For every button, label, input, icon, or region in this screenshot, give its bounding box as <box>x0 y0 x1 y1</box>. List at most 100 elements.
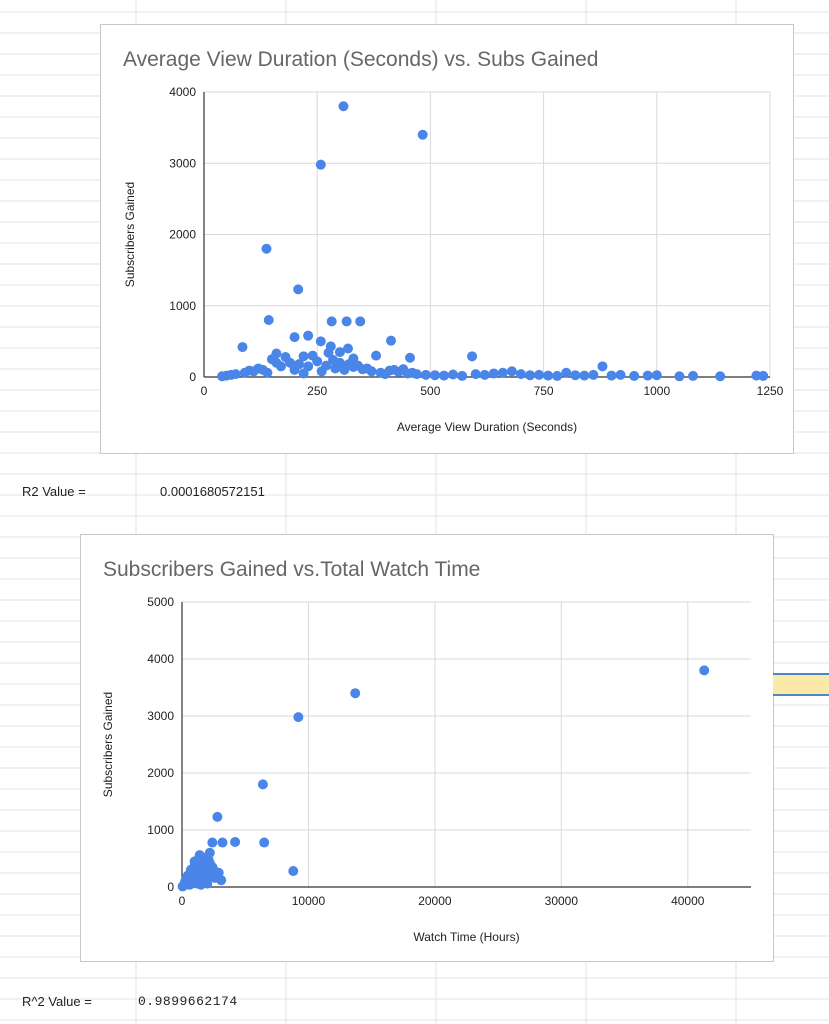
data-point[interactable] <box>293 284 304 295</box>
data-point[interactable] <box>615 369 626 380</box>
data-point[interactable] <box>217 837 228 848</box>
y-tick-label: 0 <box>189 370 196 384</box>
data-point[interactable] <box>334 347 345 358</box>
data-point[interactable] <box>326 316 337 327</box>
data-point[interactable] <box>420 369 431 380</box>
chart-subs-vs-watch-time[interactable]: Subscribers Gained vs.Total Watch Time 0 1… <box>80 534 774 962</box>
data-point[interactable] <box>642 370 653 381</box>
data-point[interactable] <box>261 243 272 254</box>
data-point[interactable] <box>312 356 323 367</box>
data-point[interactable] <box>715 371 726 382</box>
data-point[interactable] <box>380 369 391 380</box>
data-point[interactable] <box>561 367 572 378</box>
data-point[interactable] <box>248 366 259 377</box>
data-point[interactable] <box>606 370 617 381</box>
data-point[interactable] <box>271 357 282 368</box>
data-point[interactable] <box>389 364 400 375</box>
data-point[interactable] <box>211 870 222 881</box>
data-point[interactable] <box>579 370 590 381</box>
data-point[interactable] <box>448 369 459 380</box>
data-point[interactable] <box>371 350 382 361</box>
data-point[interactable] <box>289 332 300 343</box>
data-point[interactable] <box>350 688 361 699</box>
data-point[interactable] <box>515 369 526 380</box>
data-point[interactable] <box>674 371 685 382</box>
chart-view-duration-vs-subs[interactable]: Average View Duration (Seconds) vs. Subs… <box>100 24 794 454</box>
data-point[interactable] <box>457 370 468 381</box>
data-point[interactable] <box>262 367 273 378</box>
data-point[interactable] <box>405 352 416 363</box>
y-tick-label: 4000 <box>147 652 174 666</box>
data-point[interactable] <box>343 359 354 370</box>
data-point[interactable] <box>438 370 449 381</box>
data-point[interactable] <box>285 357 296 368</box>
data-point[interactable] <box>429 370 440 381</box>
data-point[interactable] <box>688 370 699 381</box>
data-point[interactable] <box>303 361 314 372</box>
data-point[interactable] <box>207 837 218 848</box>
data-point[interactable] <box>230 369 241 380</box>
y-tick-label: 2000 <box>169 228 196 242</box>
selected-cell[interactable] <box>773 673 829 696</box>
data-point[interactable] <box>467 351 478 362</box>
data-point[interactable] <box>237 342 248 353</box>
data-point[interactable] <box>488 368 499 379</box>
y-tick-label: 5000 <box>147 595 174 609</box>
data-point[interactable] <box>192 867 203 878</box>
data-point[interactable] <box>699 665 710 676</box>
data-point[interactable] <box>342 343 353 354</box>
data-point[interactable] <box>758 370 769 381</box>
data-point[interactable] <box>195 879 206 890</box>
data-point[interactable] <box>263 315 274 325</box>
data-point[interactable] <box>288 866 299 877</box>
data-point[interactable] <box>651 370 662 381</box>
data-point[interactable] <box>212 811 223 822</box>
data-point[interactable] <box>315 159 326 170</box>
x-tick-label: 30000 <box>545 894 579 908</box>
data-point[interactable] <box>323 347 334 358</box>
r2b-value-cell[interactable]: 0.9899662174 <box>138 994 238 1009</box>
data-point[interactable] <box>316 366 327 377</box>
data-point[interactable] <box>230 836 241 847</box>
data-point[interactable] <box>239 367 250 378</box>
data-point[interactable] <box>543 370 554 381</box>
data-point[interactable] <box>497 367 508 378</box>
data-point[interactable] <box>341 316 352 327</box>
y-tick-label: 4000 <box>169 85 196 99</box>
data-point[interactable] <box>470 369 481 380</box>
data-point[interactable] <box>207 862 218 873</box>
data-point[interactable] <box>525 370 536 381</box>
data-point[interactable] <box>355 316 366 327</box>
data-point[interactable] <box>386 335 397 346</box>
data-point[interactable] <box>259 837 270 848</box>
data-point[interactable] <box>597 361 608 372</box>
data-point[interactable] <box>629 370 640 381</box>
data-point[interactable] <box>298 351 309 362</box>
data-point[interactable] <box>298 368 309 379</box>
r2b-label-cell[interactable]: R^2 Value = <box>22 994 92 1009</box>
y-tick-label: 0 <box>167 880 174 894</box>
r2-value-cell[interactable]: 0.0001680572151 <box>160 484 265 499</box>
data-point[interactable] <box>398 364 409 375</box>
data-point[interactable] <box>570 370 581 381</box>
data-point[interactable] <box>303 330 314 341</box>
data-point[interactable] <box>552 370 563 381</box>
data-point[interactable] <box>407 367 418 378</box>
chart1-svg: Average View Duration (Seconds) vs. Subs… <box>123 48 784 434</box>
data-point[interactable] <box>417 129 428 140</box>
data-point[interactable] <box>293 712 304 723</box>
data-point[interactable] <box>534 369 545 380</box>
data-point[interactable] <box>257 779 268 790</box>
data-point[interactable] <box>338 101 349 112</box>
data-point[interactable] <box>506 366 517 377</box>
data-point[interactable] <box>289 364 300 375</box>
data-point[interactable] <box>479 369 490 380</box>
r2-label-cell[interactable]: R2 Value = <box>22 484 86 499</box>
data-point[interactable] <box>352 360 363 371</box>
data-point[interactable] <box>334 357 345 368</box>
data-point[interactable] <box>180 876 191 887</box>
data-point[interactable] <box>315 336 326 347</box>
data-point[interactable] <box>588 369 599 380</box>
data-point[interactable] <box>221 370 232 381</box>
data-point[interactable] <box>362 363 373 374</box>
